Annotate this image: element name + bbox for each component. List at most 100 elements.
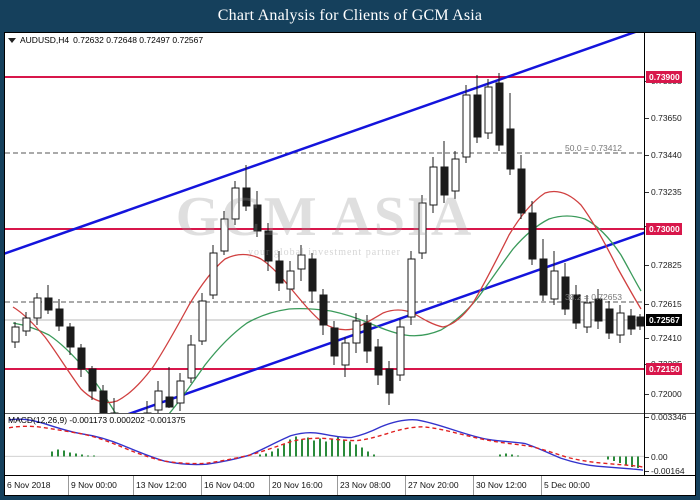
candle <box>264 223 273 271</box>
candle <box>561 263 570 315</box>
candle <box>363 315 372 363</box>
candle <box>286 261 295 301</box>
title-bar: Chart Analysis for Clients of GCM Asia <box>0 0 700 32</box>
candle <box>583 295 592 333</box>
candle <box>66 323 75 355</box>
time-axis: 6 Nov 2018 9 Nov 00:00 13 Nov 12:00 16 N… <box>5 475 695 495</box>
candle <box>176 373 185 411</box>
price-tick-mark <box>645 338 649 339</box>
candle <box>99 385 108 413</box>
time-axis-label: 16 Nov 04:00 <box>204 480 255 490</box>
symbol-ohlc-values: 0.72632 0.72648 0.72497 0.72567 <box>73 35 204 45</box>
candle <box>187 335 196 383</box>
time-axis-separator <box>473 476 474 495</box>
candle <box>627 309 636 335</box>
price-axis-label: 0.73650 <box>651 113 682 123</box>
candle <box>407 251 416 325</box>
candle <box>440 141 449 203</box>
candle <box>143 401 152 413</box>
price-tick-mark <box>645 155 649 156</box>
price-scale-divider <box>644 33 645 475</box>
candle <box>11 322 20 348</box>
symbol-name: AUDUSD,H4 <box>20 35 70 45</box>
macd-pane[interactable]: MACD(12,26,9) -0.001173 0.000202 -0.0013… <box>5 413 695 475</box>
price-badge-resistance-high: 0.73900 <box>646 71 682 83</box>
candle <box>550 251 559 305</box>
candle <box>253 191 262 237</box>
candle <box>154 381 163 413</box>
time-axis-label: 20 Nov 16:00 <box>272 480 323 490</box>
chevron-down-icon[interactable] <box>8 37 16 43</box>
candle <box>572 285 581 329</box>
candle <box>44 285 53 314</box>
candle <box>341 337 350 377</box>
time-axis-separator <box>68 476 69 495</box>
price-axis-label: 0.72825 <box>651 260 682 270</box>
macd-tick-mark <box>645 457 649 458</box>
price-chart-svg <box>5 33 644 413</box>
candle <box>473 75 482 143</box>
macd-axis-label-bottom: -0.00164 <box>651 466 685 475</box>
candle <box>22 312 31 336</box>
candle <box>297 245 306 281</box>
candle <box>242 165 251 211</box>
price-tick-mark <box>645 192 649 193</box>
time-axis-label: 9 Nov 00:00 <box>71 480 117 490</box>
price-axis-label: 0.72410 <box>651 333 682 343</box>
price-tick-mark <box>645 394 649 395</box>
price-tick-mark <box>645 265 649 266</box>
time-axis-label: 30 Nov 12:00 <box>476 480 527 490</box>
price-pane[interactable]: GCM ASIA your global investment partner <box>5 33 695 413</box>
time-axis-separator <box>133 476 134 495</box>
price-badge-current-price: 0.72567 <box>646 314 682 326</box>
candle <box>528 201 537 265</box>
time-axis-label: 5 Dec 00:00 <box>544 480 590 490</box>
macd-main-line <box>8 418 644 471</box>
candle <box>308 253 317 303</box>
candle <box>495 73 504 151</box>
time-axis-separator <box>541 476 542 495</box>
candle <box>55 299 64 331</box>
candle <box>396 319 405 381</box>
macd-axis-label-top: 0.003346 <box>651 413 687 422</box>
time-axis-label: 27 Nov 20:00 <box>408 480 459 490</box>
price-tick-mark <box>645 304 649 305</box>
candle <box>275 251 284 291</box>
time-axis-separator <box>269 476 270 495</box>
candle <box>198 293 207 345</box>
candle <box>429 157 438 213</box>
candle <box>33 293 42 325</box>
price-badge-resistance-mid: 0.73000 <box>646 223 682 235</box>
candle <box>616 305 625 343</box>
symbol-info-bar[interactable]: AUDUSD,H4 0.72632 0.72648 0.72497 0.7256… <box>8 35 203 45</box>
moving-average-fast <box>12 190 642 404</box>
candle <box>594 289 603 329</box>
candle <box>451 151 460 199</box>
macd-tick-mark <box>645 417 649 418</box>
candle <box>77 344 86 377</box>
candle <box>462 85 471 163</box>
candle <box>231 181 240 225</box>
candle <box>418 195 427 259</box>
candle <box>352 313 361 353</box>
chart-window[interactable]: GCM ASIA your global investment partner <box>4 32 696 496</box>
candle <box>506 93 515 175</box>
candle <box>110 398 119 413</box>
candle <box>220 211 229 255</box>
price-axis-label: 0.73235 <box>651 187 682 197</box>
candle <box>165 367 174 408</box>
moving-average-slow <box>12 215 642 413</box>
macd-tick-mark <box>645 471 649 472</box>
time-axis-label: 23 Nov 08:00 <box>340 480 391 490</box>
macd-chart-svg <box>5 418 644 471</box>
price-axis-label: 0.73440 <box>651 150 682 160</box>
time-axis-label: 13 Nov 12:00 <box>136 480 187 490</box>
candlestick-series <box>11 73 644 413</box>
time-axis-separator <box>201 476 202 495</box>
candle <box>539 239 548 301</box>
time-axis-separator <box>405 476 406 495</box>
macd-indicator-label: MACD(12,26,9) -0.001173 0.000202 -0.0013… <box>8 415 186 425</box>
price-axis-label: 0.72615 <box>651 299 682 309</box>
candle <box>517 155 526 219</box>
